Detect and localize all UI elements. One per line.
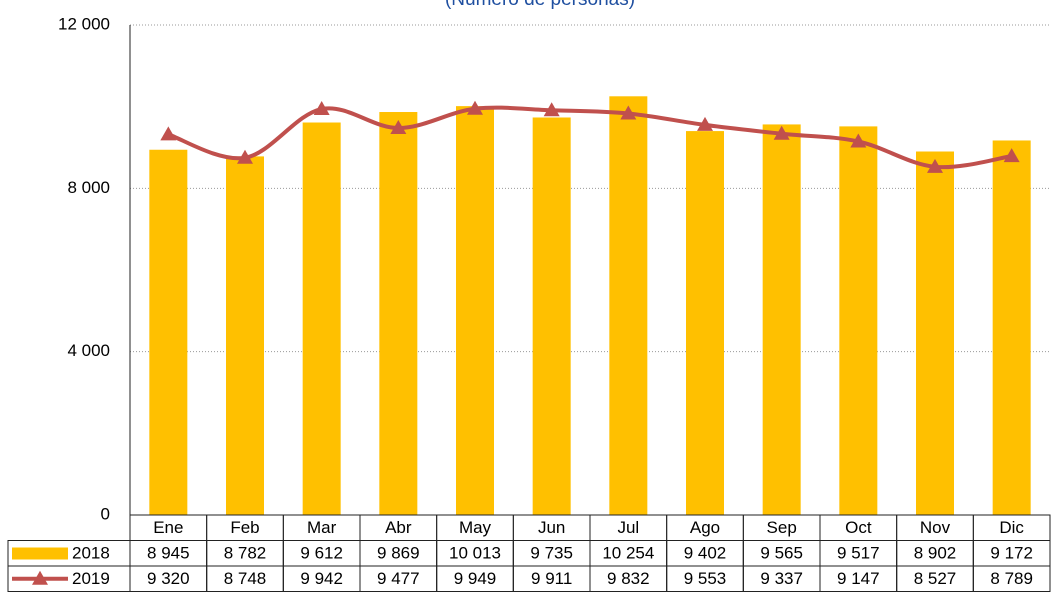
- legend-swatch: [32, 570, 48, 585]
- x-tick-label: Oct: [845, 518, 872, 537]
- data-label: 8 945: [147, 544, 190, 563]
- x-tick-label: May: [459, 518, 492, 537]
- bar: [456, 106, 494, 515]
- bar: [302, 122, 341, 515]
- x-tick-label: Mar: [307, 518, 337, 537]
- data-label: 9 565: [760, 544, 803, 563]
- x-tick-label: Feb: [230, 518, 259, 537]
- bar: [149, 149, 188, 515]
- y-tick-label: 4 000: [67, 341, 110, 360]
- data-label: 9 949: [454, 569, 497, 588]
- marker: [1003, 148, 1020, 163]
- y-tick-label: 0: [101, 504, 110, 523]
- marker: [467, 100, 483, 115]
- legend-label: 2018: [72, 544, 110, 563]
- data-label: 9 337: [760, 569, 803, 588]
- data-label: 9 911: [531, 569, 572, 588]
- marker: [850, 133, 867, 148]
- legend-label: 2019: [72, 569, 110, 588]
- data-label: 8 902: [914, 544, 957, 563]
- marker: [313, 101, 330, 116]
- marker: [927, 158, 943, 173]
- line: [167, 105, 1012, 170]
- marker: [620, 105, 637, 120]
- bar: [532, 117, 571, 516]
- bar: [992, 140, 1031, 515]
- y-tick-label: 8 000: [67, 178, 110, 197]
- data-label: 9 612: [300, 544, 343, 563]
- marker: [390, 120, 407, 135]
- data-label: 9 172: [990, 544, 1033, 563]
- data-label: 9 942: [300, 569, 343, 588]
- data-label: 10 013: [449, 544, 501, 563]
- x-tick-label: Ago: [690, 518, 720, 537]
- chart-subtitle: (Número de personas): [445, 0, 635, 10]
- data-label: 8 789: [990, 569, 1033, 588]
- marker: [160, 126, 177, 141]
- data-label: 9 477: [377, 569, 420, 588]
- data-label: 9 517: [837, 544, 880, 563]
- data-label: 9 735: [530, 544, 573, 563]
- x-tick-label: Abr: [385, 518, 412, 537]
- x-tick-label: Jun: [538, 518, 565, 537]
- data-label: 9 832: [607, 569, 650, 588]
- data-label: 9 553: [684, 569, 727, 588]
- marker: [237, 149, 253, 164]
- data-label: 9 869: [377, 544, 420, 563]
- data-label: 9 402: [684, 544, 727, 563]
- bar: [226, 156, 264, 515]
- x-tick-label: Dic: [999, 518, 1024, 537]
- legend-swatch: [12, 547, 68, 560]
- marker: [543, 102, 560, 117]
- bar: [762, 124, 801, 515]
- x-tick-label: Ene: [153, 518, 183, 537]
- bar: [839, 126, 878, 516]
- marker: [697, 116, 713, 131]
- y-tick-label: 12 000: [58, 14, 110, 33]
- data-label: 9 147: [837, 569, 880, 588]
- data-label: 8 527: [914, 569, 957, 588]
- bar: [686, 131, 724, 515]
- data-label: 10 254: [602, 544, 654, 563]
- data-label: 9 320: [147, 569, 190, 588]
- bar: [916, 151, 954, 516]
- x-tick-label: Jul: [617, 518, 639, 537]
- bar: [609, 96, 648, 516]
- bar: [379, 112, 418, 515]
- x-tick-label: Sep: [767, 518, 797, 537]
- marker: [773, 125, 790, 140]
- data-label: 8 782: [224, 544, 267, 563]
- x-tick-label: Nov: [920, 518, 951, 537]
- data-label: 8 748: [224, 569, 267, 588]
